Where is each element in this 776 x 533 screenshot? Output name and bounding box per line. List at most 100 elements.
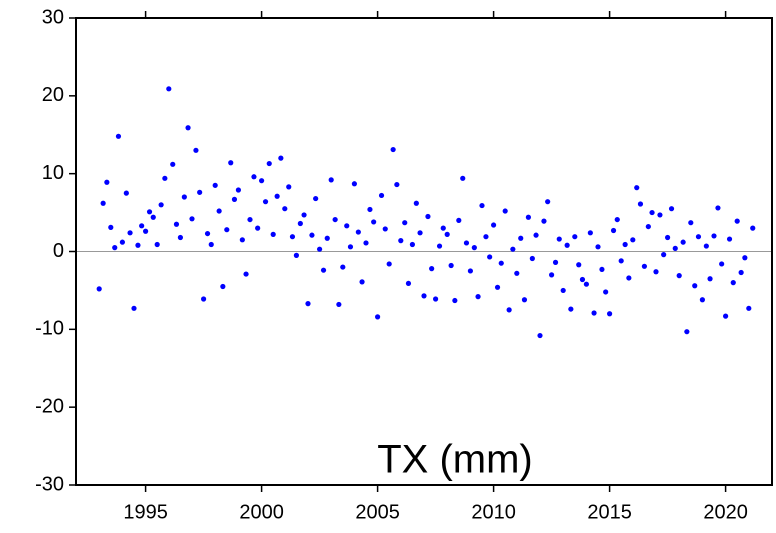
point [707,276,713,282]
point [657,212,663,218]
point [475,294,481,300]
point [668,206,675,212]
point [479,202,485,209]
point [135,242,141,248]
point [96,286,102,292]
point [622,241,628,248]
point [750,225,756,231]
point [286,184,292,190]
point [576,262,582,268]
point [375,314,381,320]
point [123,190,129,196]
point [243,271,249,277]
point [688,220,694,226]
point [378,192,385,199]
point [552,259,559,265]
point [100,200,106,206]
point [390,146,396,153]
point [715,205,721,211]
point [723,313,729,319]
x-tick-label: 2015 [587,501,632,523]
point [270,231,276,237]
point [208,241,214,248]
point [502,208,508,214]
point [460,175,466,181]
point [417,230,423,236]
point [440,225,446,231]
x-tick-label: 2010 [471,501,516,523]
point [119,239,125,245]
y-tick-label: 0 [53,240,64,262]
point [173,221,180,227]
point [115,133,122,139]
point [336,301,342,308]
point [216,208,222,214]
point [305,301,311,307]
point [506,307,512,313]
x-tick-label: 2000 [239,501,284,523]
point [568,306,574,312]
point [695,234,702,240]
point [154,241,160,248]
point [572,234,578,240]
point [340,264,346,270]
point [235,187,241,193]
point [274,193,280,199]
point [251,174,257,180]
point [533,232,539,238]
point [529,255,535,262]
point [143,228,149,234]
point [641,263,648,269]
point [228,160,234,166]
point [483,234,489,240]
point [293,252,299,258]
point [108,224,114,230]
point [579,276,586,283]
point [204,230,211,237]
point [645,223,651,230]
point [425,213,431,220]
point [545,199,551,205]
point [255,225,261,231]
point [189,216,195,222]
point [738,269,744,276]
point [518,235,524,241]
point [162,175,168,181]
point [328,177,334,183]
point [637,201,644,207]
point [131,305,137,311]
y-tick-label: 10 [42,162,64,184]
point [463,240,470,246]
point [402,220,408,226]
point [556,236,562,242]
point [166,86,172,92]
point [394,181,400,188]
point [429,266,435,272]
point [603,289,609,295]
point [719,261,725,267]
point [309,232,315,238]
point [537,332,543,339]
point [266,160,272,167]
point [386,261,392,267]
point [618,258,624,264]
plot-frame [75,17,773,486]
point [421,293,427,299]
point [456,217,462,223]
point [197,189,203,195]
point [212,182,218,188]
point [514,270,520,276]
point [599,266,605,273]
point [560,287,566,294]
point [703,243,709,249]
x-tick-label: 2005 [355,501,400,523]
point [324,235,330,241]
point [282,206,288,212]
point [181,194,187,200]
point [320,267,327,273]
point [742,255,748,261]
point [359,279,365,285]
point [595,244,601,250]
point [355,229,361,235]
